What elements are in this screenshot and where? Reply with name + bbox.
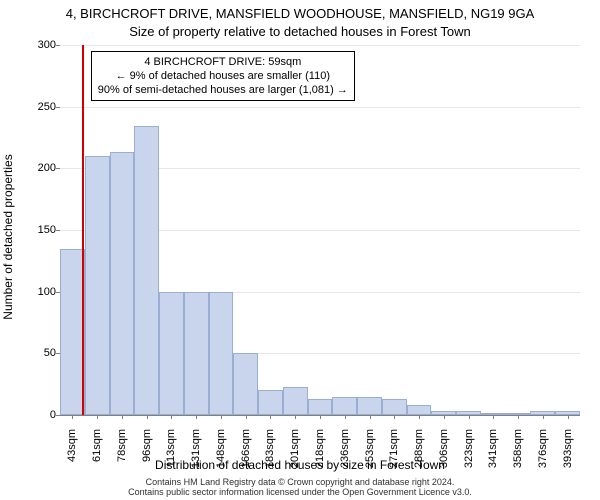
x-tick-mark [345, 415, 346, 419]
x-tick-mark [370, 415, 371, 419]
x-tick-mark [122, 415, 123, 419]
y-tick-label: 150 [16, 224, 56, 236]
y-tick-label: 50 [16, 347, 56, 359]
y-axis-label: Number of detached properties [1, 154, 15, 319]
y-tick-label: 300 [16, 39, 56, 51]
chart-title-sub: Size of property relative to detached ho… [0, 24, 600, 39]
histogram-bar [110, 152, 135, 415]
histogram-bar [209, 292, 234, 415]
histogram-bar [407, 405, 432, 415]
x-tick-mark [147, 415, 148, 419]
histogram-bar [85, 156, 110, 415]
x-tick-mark [97, 415, 98, 419]
grid-line [60, 107, 580, 108]
x-tick-mark [493, 415, 494, 419]
x-tick-mark [270, 415, 271, 419]
histogram-bar [159, 292, 184, 415]
histogram-bar [332, 397, 357, 416]
annotation-line: 4 BIRCHCROFT DRIVE: 59sqm [98, 55, 348, 69]
x-tick-mark [295, 415, 296, 419]
footnote-line1: Contains HM Land Registry data © Crown c… [146, 477, 455, 487]
y-tick-label: 0 [16, 409, 56, 421]
histogram-bar [308, 399, 333, 415]
x-tick-mark [246, 415, 247, 419]
chart-container: 4, BIRCHCROFT DRIVE, MANSFIELD WOODHOUSE… [0, 0, 600, 500]
chart-title-main: 4, BIRCHCROFT DRIVE, MANSFIELD WOODHOUSE… [0, 6, 600, 21]
x-tick-mark [171, 415, 172, 419]
x-tick-mark [72, 415, 73, 419]
annotation-line: ← 9% of detached houses are smaller (110… [98, 69, 348, 83]
x-tick-mark [518, 415, 519, 419]
x-tick-mark [568, 415, 569, 419]
footnote: Contains HM Land Registry data © Crown c… [0, 477, 600, 497]
x-tick-mark [543, 415, 544, 419]
y-tick-label: 100 [16, 286, 56, 298]
y-tick-label: 200 [16, 162, 56, 174]
x-tick-mark [469, 415, 470, 419]
x-axis-label: Distribution of detached houses by size … [0, 458, 600, 472]
x-tick-mark [221, 415, 222, 419]
grid-line [60, 45, 580, 46]
x-tick-mark [196, 415, 197, 419]
x-tick-mark [320, 415, 321, 419]
x-tick-mark [444, 415, 445, 419]
histogram-bar [134, 126, 159, 415]
annotation-box: 4 BIRCHCROFT DRIVE: 59sqm← 9% of detache… [91, 51, 355, 101]
histogram-bar [283, 387, 308, 415]
histogram-bar [184, 292, 209, 415]
histogram-bar [233, 353, 258, 415]
property-marker-line [82, 45, 84, 415]
plot-area: 4 BIRCHCROFT DRIVE: 59sqm← 9% of detache… [60, 45, 580, 416]
histogram-bar [382, 399, 407, 415]
annotation-line: 90% of semi-detached houses are larger (… [98, 83, 348, 97]
histogram-bar [258, 390, 283, 415]
histogram-bar [357, 397, 382, 416]
y-tick-label: 250 [16, 101, 56, 113]
x-tick-mark [394, 415, 395, 419]
x-tick-mark [419, 415, 420, 419]
footnote-line2: Contains public sector information licen… [128, 487, 472, 497]
